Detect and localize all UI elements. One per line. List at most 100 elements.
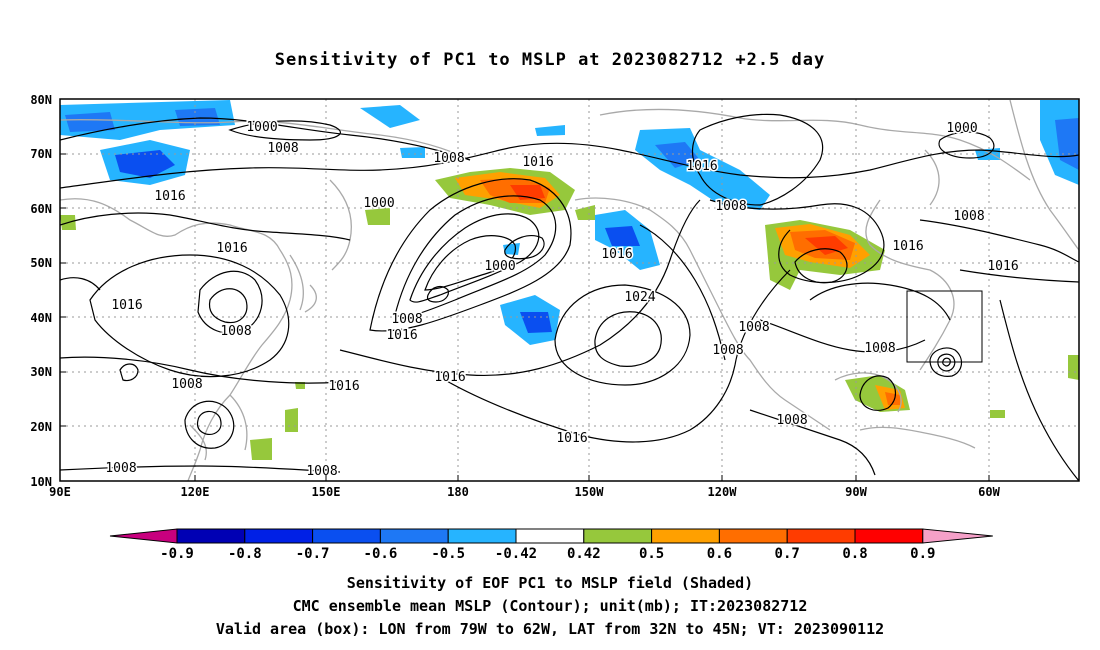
- shade-positive: [365, 208, 390, 225]
- colorbar-low-extend: [109, 528, 178, 544]
- chart-title: Sensitivity of PC1 to MSLP at 2023082712…: [274, 50, 826, 70]
- contour-line: [208, 288, 248, 324]
- contour-label: 1008: [953, 209, 984, 224]
- colorbar-label: -0.6: [364, 546, 398, 562]
- contour-label: 1016: [556, 431, 587, 446]
- contour-label: 1016: [111, 298, 142, 313]
- map-frame: [59, 98, 1080, 482]
- contour-line: [919, 219, 1079, 263]
- contour-line: [60, 117, 471, 161]
- colorbar-segment: [583, 528, 653, 544]
- colorbar-label: -0.5: [431, 546, 465, 562]
- contour-label: 1000: [484, 259, 515, 274]
- caption-line-1: Sensitivity of EOF PC1 to MSLP field (Sh…: [346, 574, 754, 592]
- colorbar-segment: [176, 528, 246, 544]
- colorbar-label: -0.8: [228, 546, 262, 562]
- colorbar-label: 0.5: [639, 546, 664, 562]
- contour-label: 1000: [946, 121, 977, 136]
- contour-line: [639, 224, 726, 361]
- contour-line: [60, 465, 341, 473]
- contour-label: 1008: [864, 341, 895, 356]
- contour-label: 1016: [601, 247, 632, 262]
- contour-line: [504, 235, 545, 260]
- shade-negative: [605, 226, 640, 246]
- contour-line: [426, 285, 449, 303]
- colorbar-segment: [312, 528, 381, 544]
- colorbar-label: -0.7: [296, 546, 330, 562]
- contour-label: 1008: [171, 377, 202, 392]
- shade-positive: [885, 392, 900, 405]
- contour-line: [859, 375, 897, 411]
- colorbar-segment: [515, 528, 585, 544]
- colorbar-segment: [854, 528, 924, 544]
- contour-label: 1016: [386, 328, 417, 343]
- shade-negative: [535, 125, 565, 136]
- contour-label: 1008: [776, 413, 807, 428]
- colorbar-segment: [244, 528, 314, 544]
- shade-positive: [295, 382, 305, 389]
- coastline: [834, 372, 902, 413]
- contour-label: 1024: [624, 290, 655, 305]
- contour-label: 1016: [686, 159, 717, 174]
- contour-line: [89, 254, 290, 378]
- colorbar-segment: [718, 528, 788, 544]
- coastlines: [60, 99, 1079, 481]
- contour-label: 1016: [892, 239, 923, 254]
- contour-label: 1008: [267, 141, 298, 156]
- contour-line: [937, 353, 956, 372]
- coastline: [574, 197, 831, 431]
- lat-label: 50N: [30, 256, 52, 270]
- coastline: [924, 149, 940, 206]
- contour-line: [394, 195, 557, 318]
- coastline: [189, 424, 207, 461]
- contour-line: [197, 270, 263, 334]
- lon-label: 150W: [575, 485, 605, 499]
- coastline: [599, 108, 1031, 181]
- colorbar: -0.9 -0.8 -0.7 -0.6 -0.5 -0.42 0.42 0.5 0.6 0.7 0.…: [109, 528, 993, 562]
- contour-label: 1016: [328, 379, 359, 394]
- lat-label: 70N: [30, 147, 52, 161]
- shade-negative: [175, 108, 220, 126]
- contour-line: [184, 400, 235, 449]
- contour-line: [809, 282, 951, 321]
- contour-label: 1008: [738, 320, 769, 335]
- contour-line: [929, 347, 962, 377]
- shade-negative: [65, 112, 115, 132]
- colorbar-segment: [447, 528, 517, 544]
- lat-label: 30N: [30, 365, 52, 379]
- coastline: [1009, 99, 1079, 251]
- coastline: [329, 179, 352, 271]
- contour-label: 1016: [216, 241, 247, 256]
- contour-line: [339, 199, 701, 377]
- shade-positive: [990, 410, 1005, 418]
- shade-positive: [285, 408, 298, 432]
- sensitivity-shading: [60, 100, 1079, 460]
- lat-label: 80N: [30, 93, 52, 107]
- contour-line: [60, 277, 101, 291]
- shade-positive: [575, 205, 595, 220]
- contour-line: [554, 284, 691, 386]
- colorbar-label: 0.6: [707, 546, 732, 562]
- lat-label: 20N: [30, 420, 52, 434]
- lon-label: 120E: [181, 485, 210, 499]
- colorbar-label: -0.42: [495, 546, 537, 562]
- lon-label: 60W: [978, 485, 1000, 499]
- contour-label: 1008: [306, 464, 337, 479]
- contour-line: [938, 131, 995, 159]
- contour-line: [959, 269, 1079, 283]
- mslp-contours: [60, 113, 1079, 481]
- shade-negative: [655, 142, 700, 168]
- contour-line: [119, 363, 139, 382]
- contour-line: [594, 311, 662, 367]
- contour-line: [60, 212, 351, 241]
- contour-line: [60, 142, 1079, 189]
- contour-label: 1016: [522, 155, 553, 170]
- coastline: [304, 284, 317, 313]
- coastline: [859, 426, 976, 449]
- contour-line: [709, 199, 885, 284]
- lat-label: 40N: [30, 311, 52, 325]
- colorbar-label: 0.8: [842, 546, 867, 562]
- contour-label: 1008: [105, 461, 136, 476]
- contour-line: [691, 113, 824, 206]
